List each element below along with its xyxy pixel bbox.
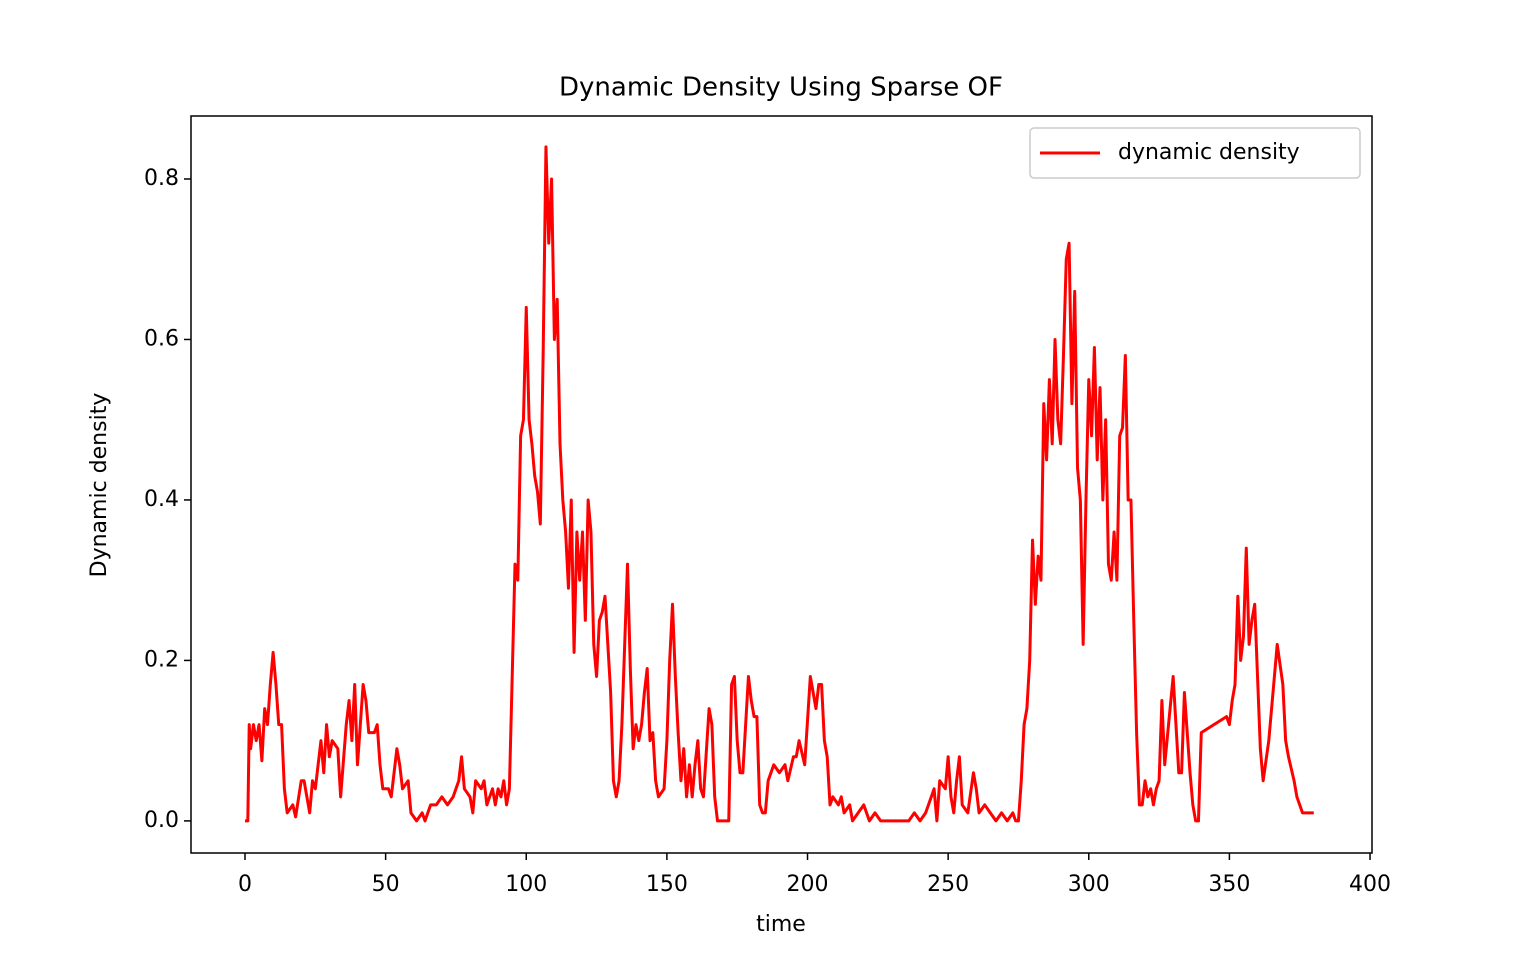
x-tick-label: 350 (1208, 872, 1250, 897)
y-tick-label: 0.2 (144, 647, 179, 672)
x-tick-label: 250 (927, 872, 969, 897)
x-axis-label: time (756, 912, 806, 937)
x-tick-label: 150 (646, 872, 688, 897)
x-tick-label: 200 (787, 872, 829, 897)
y-tick-label: 0.8 (144, 166, 179, 191)
data-line (245, 145, 1314, 823)
x-tick-label: 400 (1349, 872, 1391, 897)
chart-title: Dynamic Density Using Sparse OF (559, 73, 1003, 103)
legend-box (1029, 127, 1361, 179)
y-tick-label: 0.4 (144, 487, 179, 512)
x-tick-label: 0 (238, 872, 252, 897)
y-tick-label: 0.6 (144, 326, 179, 351)
x-tick-label: 50 (372, 872, 400, 897)
x-tick-label: 300 (1068, 872, 1110, 897)
legend-label: dynamic density (1118, 140, 1300, 165)
y-tick-label: 0.0 (144, 808, 179, 833)
y-axis-label: Dynamic density (87, 393, 112, 578)
x-tick-label: 100 (505, 872, 547, 897)
plot-frame (190, 115, 1373, 854)
